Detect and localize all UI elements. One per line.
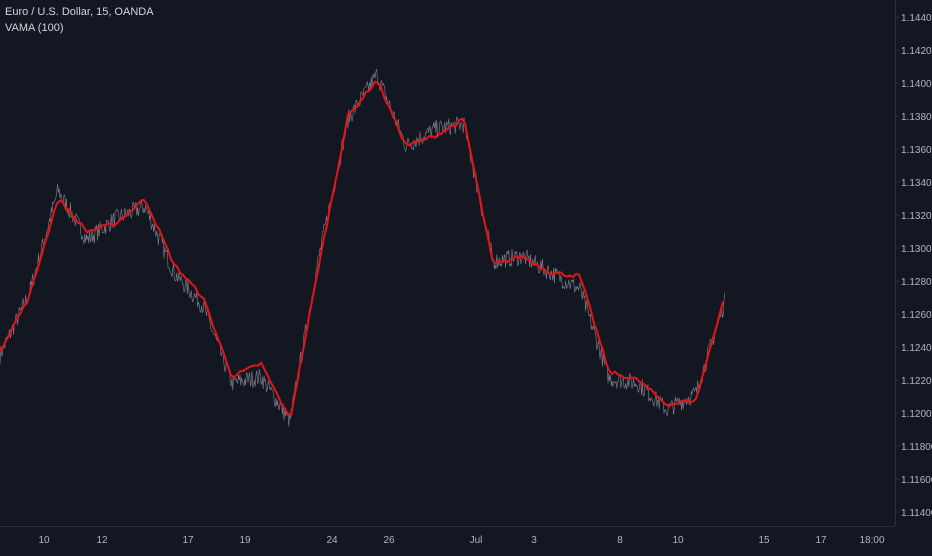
x-tick-label: 19 — [239, 535, 251, 546]
x-tick-label: 17 — [182, 535, 194, 546]
price-scale[interactable]: 1.14400 1.14200 1.14000 1.13800 1.13600 1.134… — [896, 0, 932, 526]
y-tick-label: 1.11800 — [901, 442, 932, 453]
x-tick-label: 15 — [758, 535, 770, 546]
y-tick-label: 1.13400 — [901, 178, 932, 189]
chart-pane[interactable]: Euro / U.S. Dollar, 15, OANDA VAMA (100) — [0, 0, 895, 526]
y-tick-label: 1.14400 — [901, 13, 932, 24]
y-tick-label: 1.12400 — [901, 343, 932, 354]
x-tick-label: 17 — [815, 535, 827, 546]
y-tick-label: 1.12200 — [901, 376, 932, 387]
y-tick-label: 1.14000 — [901, 79, 932, 90]
price-axis[interactable]: 1.14400 1.14200 1.14000 1.13800 1.13600 1.134… — [895, 0, 932, 526]
y-tick-label: 1.13200 — [901, 211, 932, 222]
x-tick-label: 24 — [326, 535, 338, 546]
vama-line — [0, 80, 724, 417]
time-axis[interactable]: 10 12 17 19 24 26 Jul 3 8 10 15 17 18:00 — [0, 526, 895, 550]
x-tick-label: Jul — [470, 535, 483, 546]
time-scale[interactable]: 10 12 17 19 24 26 Jul 3 8 10 15 17 18:00 — [0, 527, 895, 551]
x-tick-label: 12 — [96, 535, 108, 546]
x-tick-label: 26 — [383, 535, 395, 546]
x-tick-label: 3 — [531, 535, 537, 546]
indicator-title[interactable]: VAMA (100) — [5, 22, 64, 34]
y-tick-label: 1.12800 — [901, 277, 932, 288]
y-tick-label: 1.13600 — [901, 145, 932, 156]
y-tick-label: 1.11400 — [901, 508, 932, 519]
y-tick-label: 1.14200 — [901, 46, 932, 57]
x-tick-label: 10 — [38, 535, 50, 546]
y-tick-label: 1.13000 — [901, 244, 932, 255]
x-tick-label: 8 — [617, 535, 623, 546]
symbol-title[interactable]: Euro / U.S. Dollar, 15, OANDA — [5, 6, 154, 18]
price-chart[interactable] — [0, 0, 895, 526]
y-tick-label: 1.13800 — [901, 112, 932, 123]
x-tick-label: 18:00 — [859, 535, 884, 546]
price-line — [0, 68, 726, 427]
chart-legend: Euro / U.S. Dollar, 15, OANDA VAMA (100) — [5, 4, 154, 36]
y-tick-label: 1.12000 — [901, 409, 932, 420]
x-tick-label: 10 — [672, 535, 684, 546]
y-tick-label: 1.11600 — [901, 475, 932, 486]
y-tick-label: 1.12600 — [901, 310, 932, 321]
